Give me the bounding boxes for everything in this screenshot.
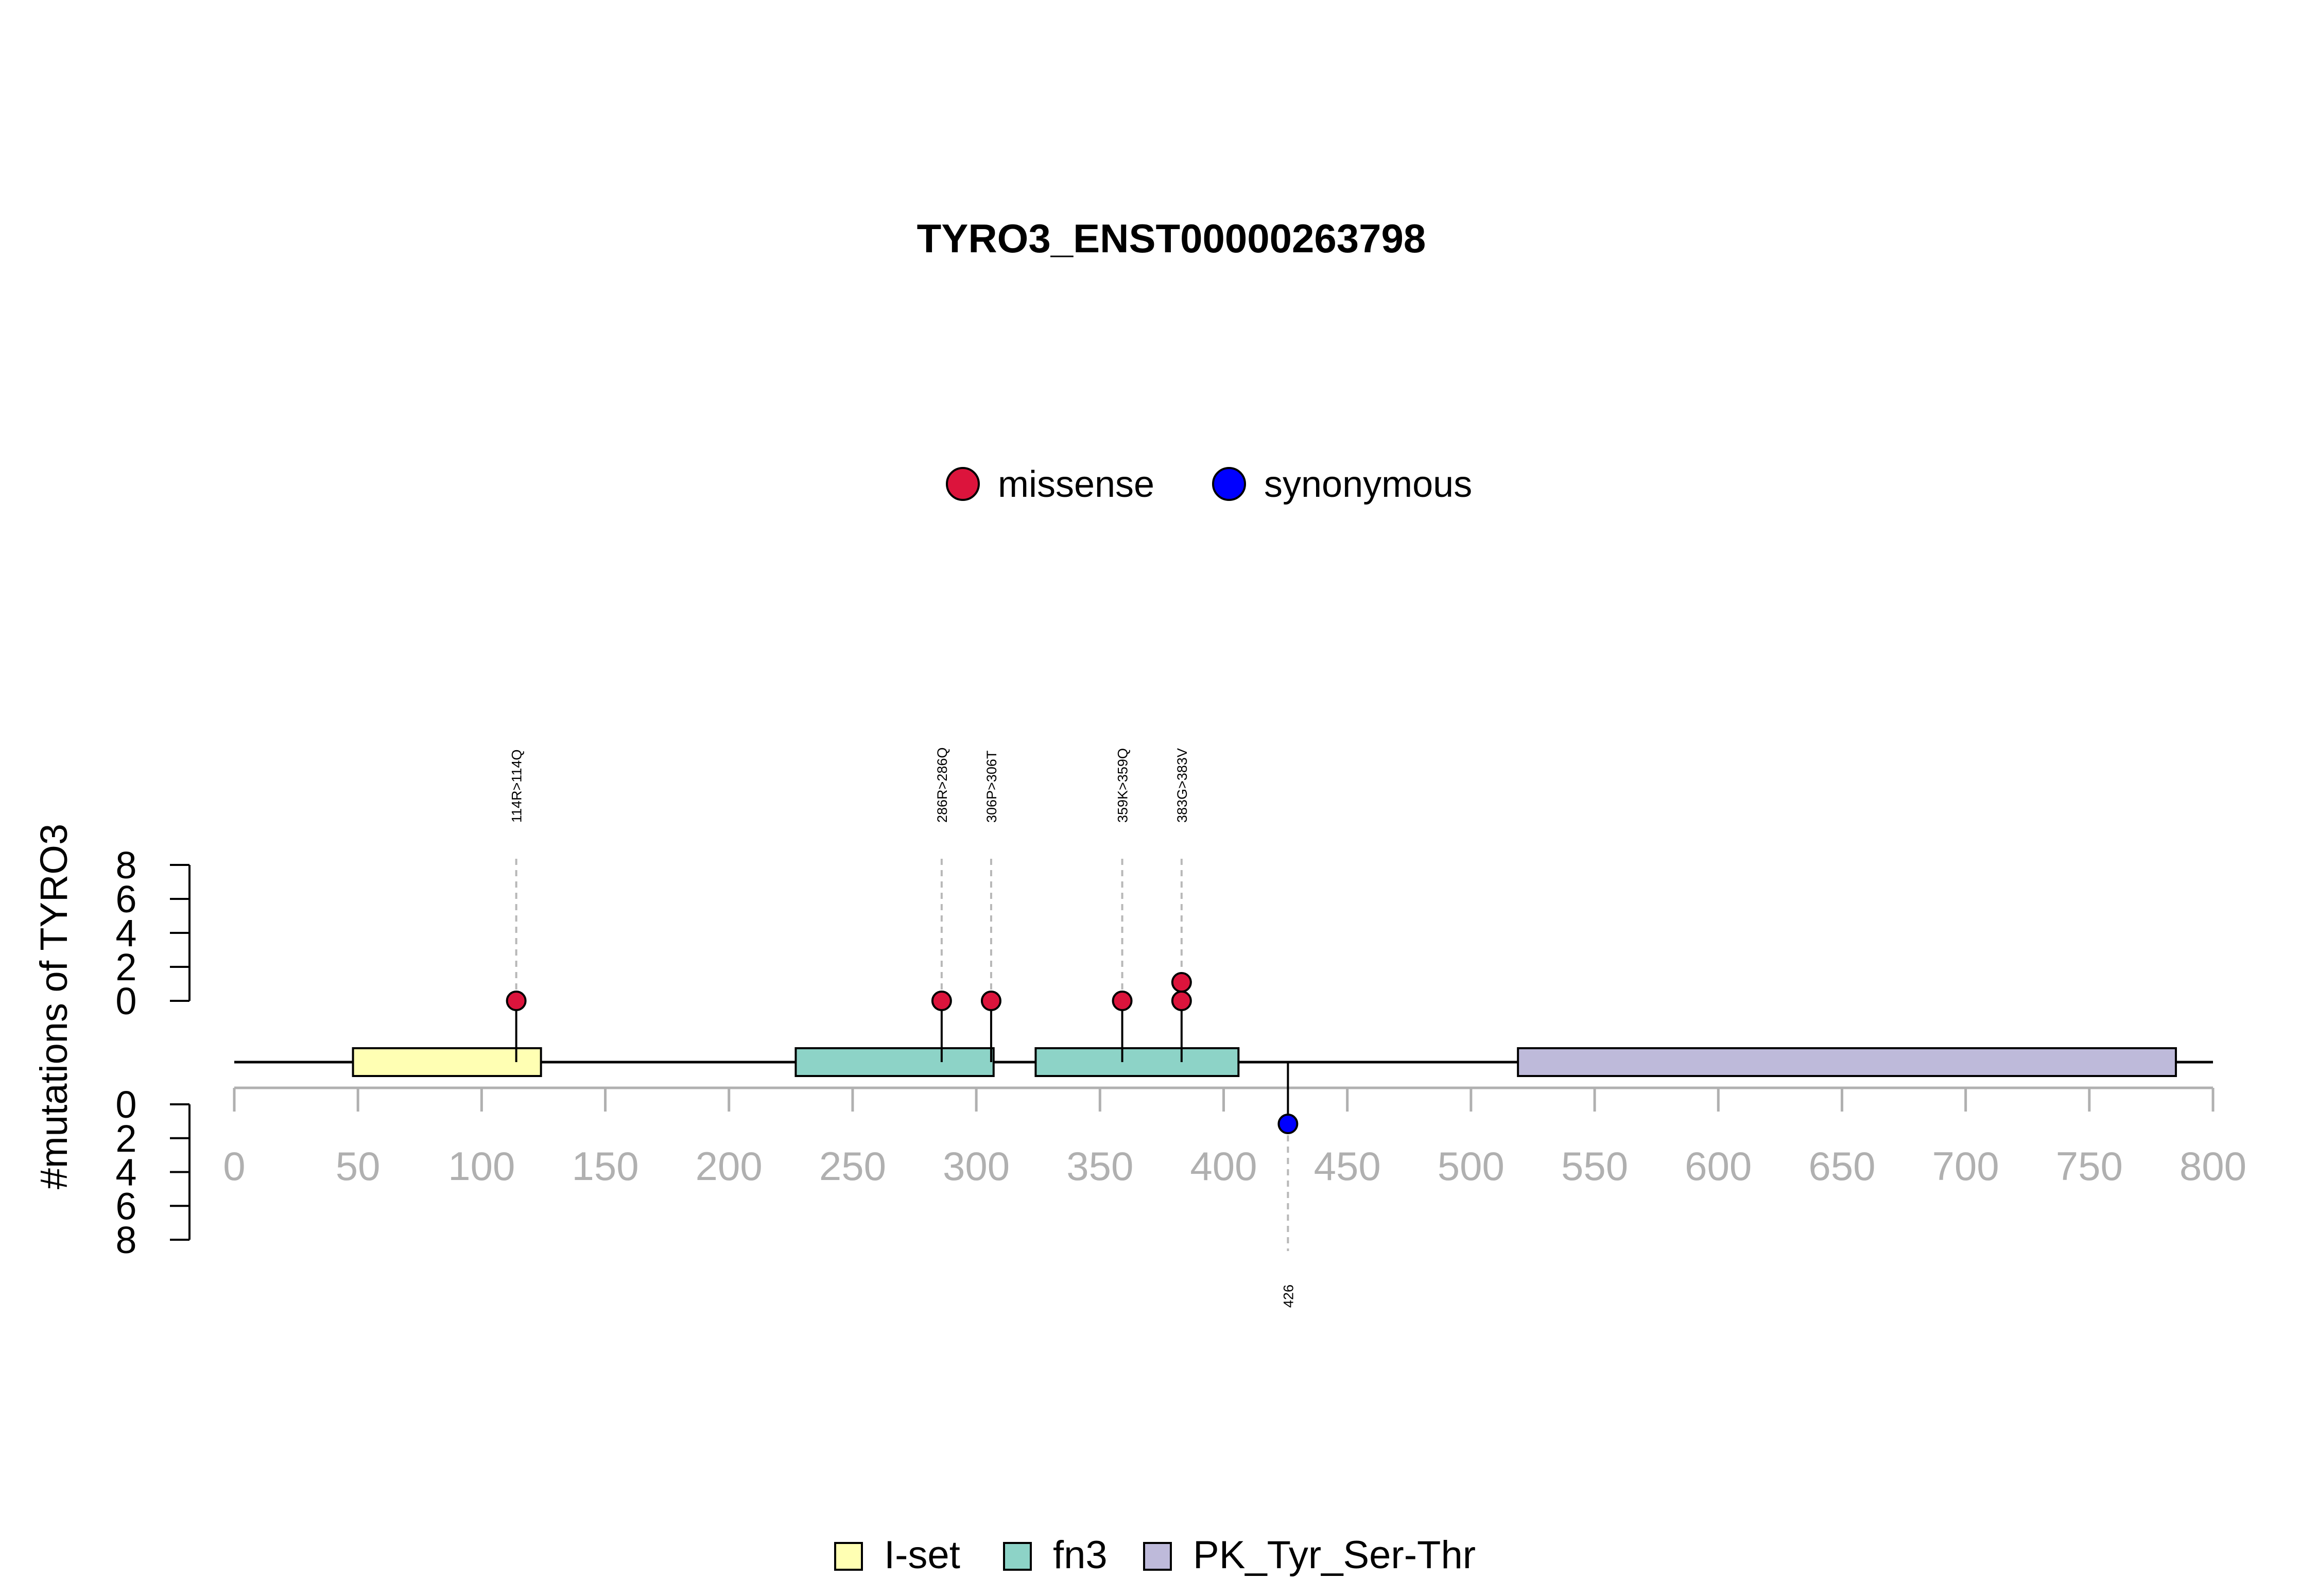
mutation-head-synonymous	[1277, 1114, 1299, 1134]
domain-legend-swatch	[1143, 1542, 1172, 1571]
x-tick-label: 700	[1932, 1143, 1999, 1189]
bottom-y-tick-label: 0	[115, 1083, 136, 1126]
legend-label-missense: missense	[998, 464, 1154, 505]
top-y-tick-label: 8	[115, 844, 136, 887]
mutation-head-missense	[1112, 991, 1133, 1011]
x-tick-label: 800	[2180, 1143, 2246, 1189]
x-tick-label: 750	[2056, 1143, 2123, 1189]
x-tick-label: 450	[1314, 1143, 1381, 1189]
x-tick-label: 600	[1685, 1143, 1752, 1189]
x-tick-label: 650	[1808, 1143, 1875, 1189]
domain-legend-label: I-set	[884, 1533, 960, 1577]
top-y-tick-label: 6	[115, 878, 136, 921]
x-tick-label: 550	[1561, 1143, 1628, 1189]
bottom-y-tick-label: 6	[115, 1185, 136, 1227]
domain-fn3	[1034, 1047, 1240, 1077]
bottom-y-tick-label: 4	[115, 1151, 136, 1194]
y-axis-title: #mutations of TYRO3	[32, 824, 75, 1189]
x-tick-label: 200	[696, 1143, 763, 1189]
top-y-tick-label: 0	[115, 980, 136, 1022]
mutation-head-missense	[1171, 991, 1192, 1011]
x-tick-label: 400	[1190, 1143, 1257, 1189]
x-tick-label: 300	[943, 1143, 1010, 1189]
bottom-y-tick-label: 2	[115, 1117, 136, 1160]
x-tick-label: 0	[223, 1143, 245, 1189]
mutation-head-missense	[1171, 972, 1192, 993]
bottom-y-tick-label: 8	[115, 1219, 136, 1261]
mutation-head-missense	[506, 991, 527, 1011]
mutation-head-missense	[980, 991, 1001, 1011]
x-tick-label: 150	[572, 1143, 638, 1189]
domain-fn3	[794, 1047, 995, 1077]
mutation-label: 383G>383V	[1174, 748, 1190, 823]
top-y-tick-label: 2	[115, 946, 136, 988]
x-tick-label: 250	[819, 1143, 886, 1189]
domain-I-set	[352, 1047, 542, 1077]
domain-legend-swatch	[1003, 1542, 1032, 1571]
domain-legend-label: fn3	[1053, 1533, 1108, 1577]
x-tick-label: 50	[336, 1143, 381, 1189]
legend-marker-missense	[946, 467, 980, 501]
domain-legend-swatch	[834, 1542, 863, 1571]
top-y-tick-label: 4	[115, 912, 136, 955]
mutation-label: 114R>114Q	[509, 750, 525, 823]
mutation-label: 286R>286Q	[935, 748, 950, 823]
x-tick-label: 350	[1066, 1143, 1133, 1189]
x-tick-label: 100	[448, 1143, 515, 1189]
mutation-label: 306P>306T	[984, 751, 999, 823]
legend-marker-synonymous	[1212, 467, 1246, 501]
x-tick-label: 500	[1438, 1143, 1505, 1189]
mutation-label: 359K>359Q	[1115, 748, 1131, 823]
legend-label-synonymous: synonymous	[1264, 464, 1472, 505]
mutation-head-missense	[931, 991, 952, 1011]
chart-title: TYRO3_ENST00000263798	[917, 216, 1426, 261]
mutation-label: 426	[1281, 1285, 1296, 1308]
domain-legend-label: PK_Tyr_Ser-Thr	[1193, 1533, 1476, 1577]
domain-PK_Tyr_Ser-Thr	[1517, 1047, 2177, 1077]
